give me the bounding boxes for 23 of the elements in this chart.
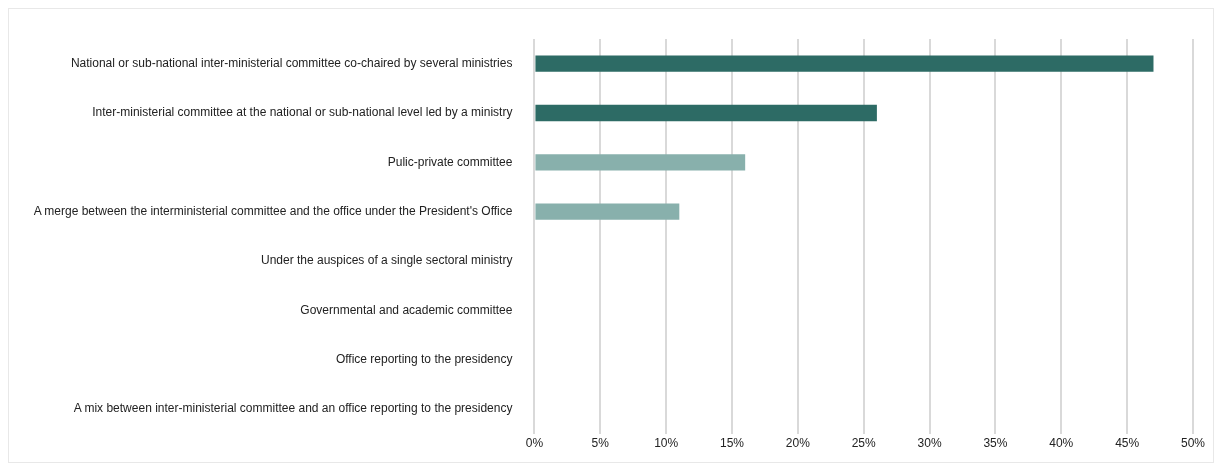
x-tick-label: 10% — [654, 436, 679, 451]
y-tick-label: Inter-ministerial committee at the national or sub-national level led by a ministry — [92, 105, 513, 120]
y-tick-label: A mix between inter-ministerial committee and an office reporting to the presidency — [73, 401, 513, 416]
y-tick-label: Under the auspices of a single sectoral ministry — [260, 253, 513, 268]
x-tick-label: 30% — [917, 436, 942, 451]
bar — [535, 203, 680, 220]
y-tick-label: Pulic-private committee — [387, 154, 513, 169]
bar — [535, 55, 1154, 72]
y-tick-label: Office reporting to the presidency — [335, 351, 513, 366]
x-tick-label: 25% — [851, 436, 877, 451]
x-tick-label: 45% — [1115, 436, 1140, 451]
x-tick-label: 50% — [1180, 436, 1206, 451]
y-tick-label: A merge between the interministerial committee and the office under the President's Office — [33, 203, 513, 218]
bar — [535, 154, 746, 171]
x-tick-label: 35% — [983, 436, 1008, 451]
y-tick-label: National or sub-national inter-ministerial committee co-chaired by several ministries — [70, 55, 513, 70]
x-tick-label: 5% — [591, 436, 610, 451]
x-tick-label: 0% — [525, 436, 544, 451]
x-tick-label: 15% — [719, 436, 745, 451]
x-tick-label: 40% — [1049, 436, 1074, 451]
x-tick-label: 20% — [785, 436, 811, 451]
y-tick-label: Governmental and academic committee — [300, 302, 513, 317]
bar — [535, 104, 877, 122]
